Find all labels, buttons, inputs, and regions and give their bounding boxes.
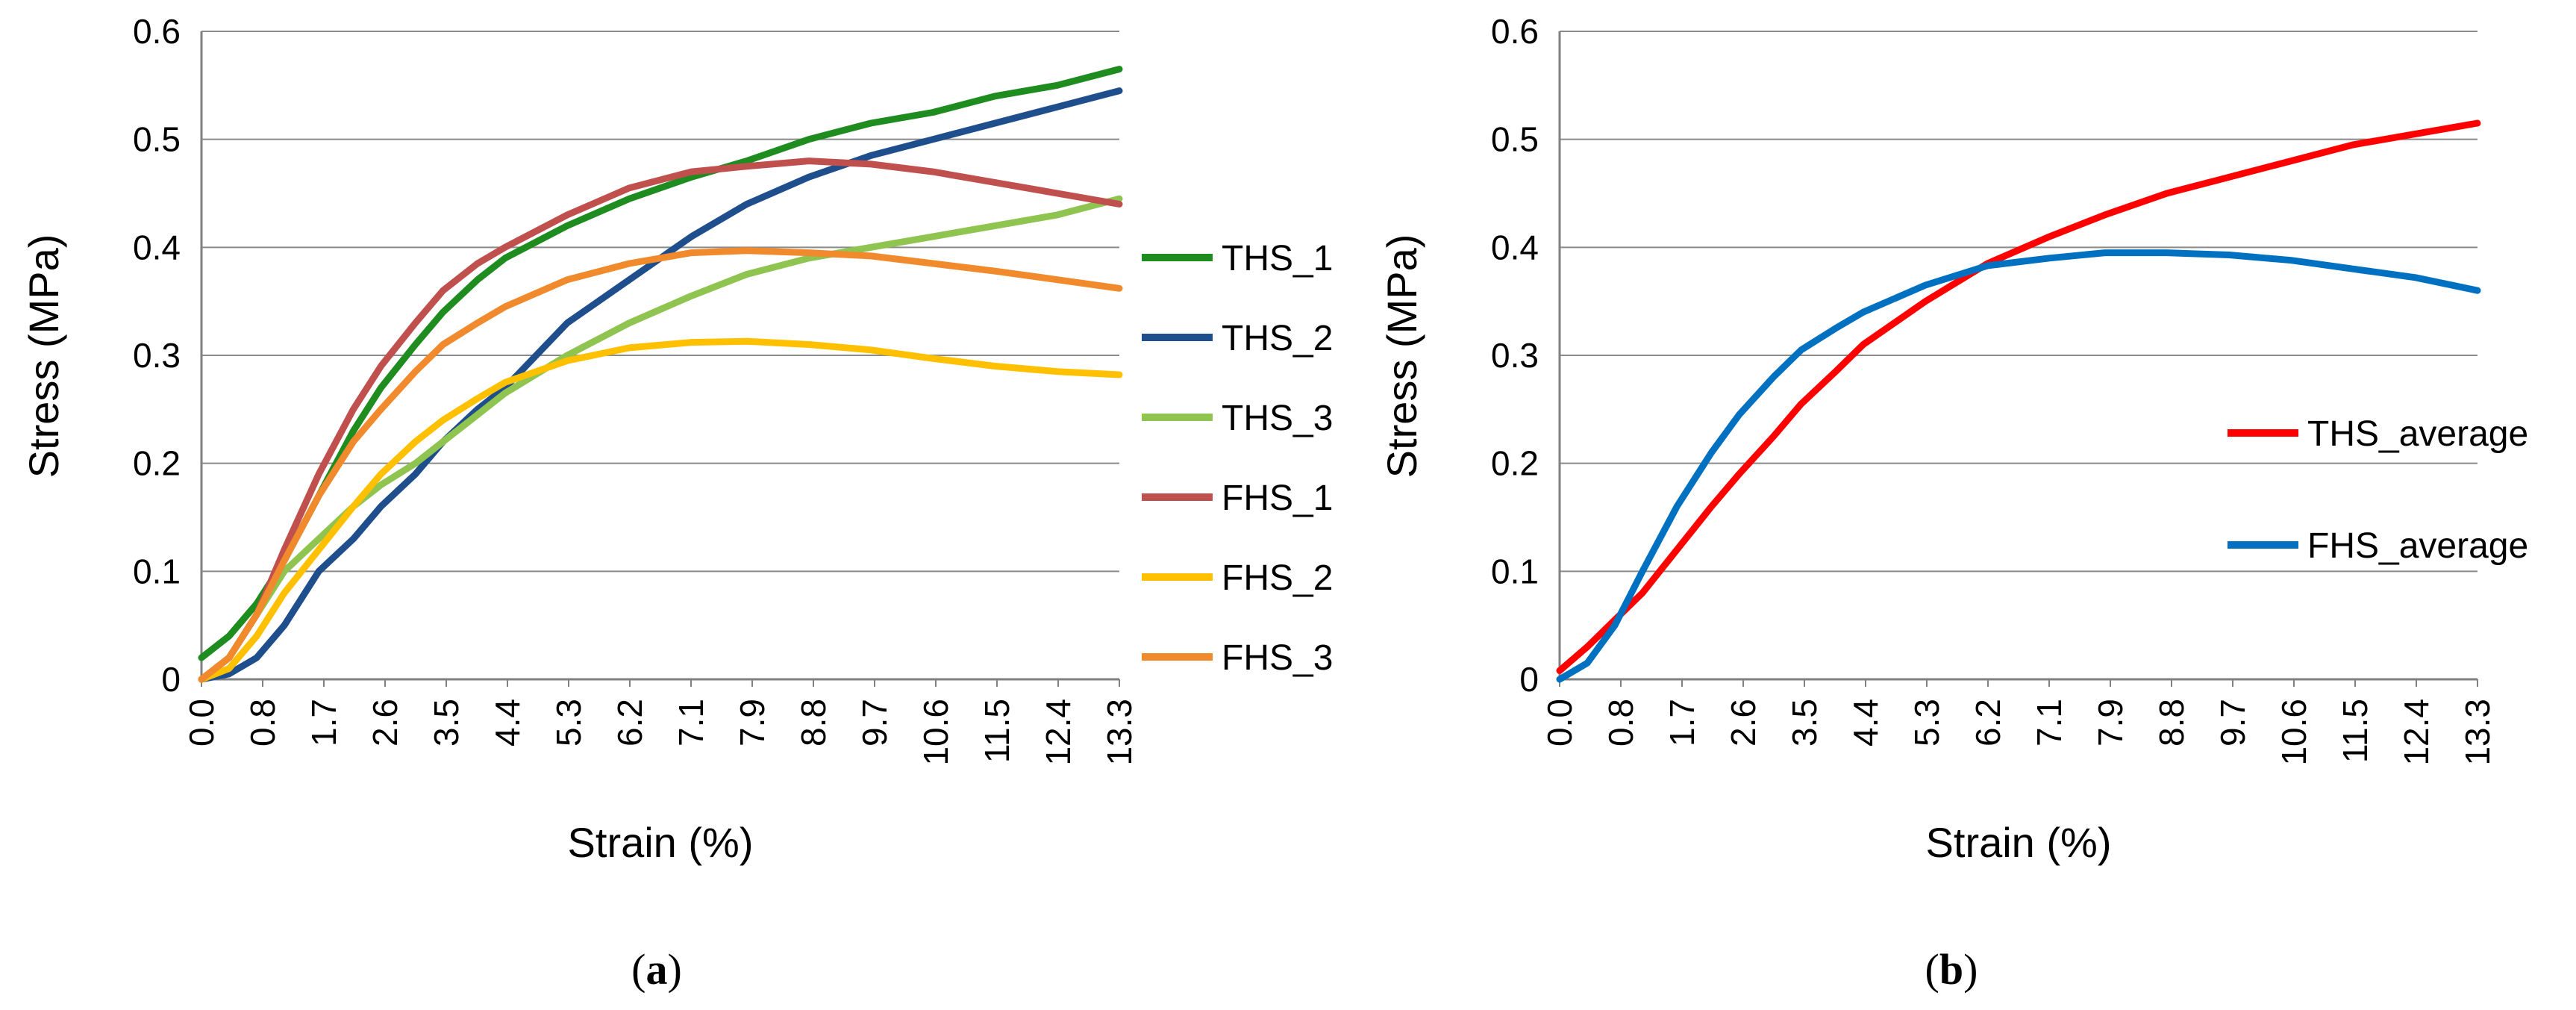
panel-b-x-tick-label: 8.8	[2152, 699, 2191, 746]
panel-b-x-tick-label: 12.4	[2397, 699, 2436, 766]
panel-b-label-letter: b	[1939, 945, 1963, 994]
panel-a-x-tick-label: 0.0	[182, 699, 221, 746]
panel-b-x-tick-label: 2.6	[1724, 699, 1763, 746]
panel-a-label-open: (	[631, 945, 645, 994]
panel-a-series-line-fhs-1	[198, 158, 1123, 683]
panel-a-y-tick-label: 0.6	[133, 12, 181, 51]
panel-b-x-tick-label: 9.7	[2213, 699, 2252, 746]
panel-b-x-tick-label: 10.6	[2275, 699, 2313, 766]
panel-b-x-tick-label: 13.3	[2458, 699, 2497, 766]
panel-b-series	[1556, 119, 2481, 683]
panel-a-series-line-ths-2	[198, 87, 1123, 683]
panel-b-y-tick-label: 0	[1519, 660, 1539, 699]
panel-b-x-tick-label: 5.3	[1907, 699, 1946, 746]
panel-b-x-tick-label: 6.2	[1969, 699, 2007, 746]
panel-b-y-tick-label: 0.6	[1491, 12, 1539, 51]
panel-a-x-ticks: 0.0 0.8 1.7 2.6 3.5 4.4 5.3 6.2 7.1 7.9 8.8 9.7 10.6…	[182, 699, 1139, 766]
panel-b-label-open: (	[1925, 945, 1939, 994]
panel-a-legend: THS_1 THS_2 THS_3 FHS_1 FHS_2 FHS_3	[1142, 239, 1333, 678]
panel-b-x-ticks: 0.0 0.8 1.7 2.6 3.5 4.4 5.3 6.2 7.1 7.9 8.8 9.7 10.6…	[1540, 699, 2497, 766]
panel-a-x-tick-label: 2.6	[366, 699, 404, 746]
panel-a-legend-label: THS_2	[1222, 319, 1333, 358]
panel-b-y-ticks: 0 0.1 0.2 0.3 0.4 0.5 0.6	[1491, 12, 1539, 699]
panel-a-x-tick-label: 12.4	[1039, 699, 1078, 766]
panel-a-legend-label: FHS_2	[1222, 558, 1333, 598]
panel-a-legend-label: THS_3	[1222, 399, 1333, 438]
panel-b-y-tick-label: 0.1	[1491, 552, 1539, 590]
panel-b-label: (b)	[1925, 945, 1978, 994]
panel-b-x-tick-label: 11.5	[2336, 699, 2375, 763]
panel-b-y-tick-label: 0.5	[1491, 120, 1539, 159]
panel-a-x-tick-label: 10.6	[916, 699, 955, 766]
panel-b-x-tick-label: 4.4	[1846, 699, 1885, 746]
panel-b-legend: THS_average FHS_average	[2228, 414, 2528, 566]
panel-a-legend-label: THS_1	[1222, 239, 1333, 278]
panel-a-y-tick-label: 0.5	[133, 120, 181, 159]
panel-b-xlabel: Strain (%)	[1926, 819, 2112, 866]
panel-a-x-tick-label: 0.8	[243, 699, 282, 746]
panel-b-y-tick-label: 0.2	[1491, 444, 1539, 483]
panel-a-x-tick-label: 5.3	[549, 699, 588, 746]
panel-a-y-ticks: 0 0.1 0.2 0.3 0.4 0.5 0.6	[133, 12, 181, 699]
panel-a-series-line-fhs-3	[198, 247, 1123, 683]
panel-a-ylabel: Stress (MPa)	[20, 234, 67, 478]
panel-b-y-tick-label: 0.4	[1491, 228, 1539, 266]
panel-a-series-line-ths-3	[198, 195, 1123, 683]
panel-a-grid	[200, 31, 1120, 687]
chart-panel-a: 0 0.1 0.2 0.3 0.4 0.5 0.6 0.0 0.8 1.7 2.6 3.5 4.4 5.…	[20, 12, 1333, 994]
panel-a-y-tick-label: 0	[161, 660, 181, 699]
panel-a-legend-label: FHS_3	[1222, 638, 1333, 678]
panel-a-x-tick-label: 7.9	[733, 699, 772, 746]
panel-b-series-line-ths-average	[1556, 119, 2481, 674]
panel-a-legend-label: FHS_1	[1222, 478, 1333, 518]
panel-a-x-tick-label: 9.7	[855, 699, 894, 746]
panel-a-xlabel: Strain (%)	[568, 819, 754, 866]
panel-b-y-tick-label: 0.3	[1491, 336, 1539, 375]
panel-b-series-line-fhs-average	[1556, 249, 2481, 683]
panel-a-y-tick-label: 0.4	[133, 228, 181, 266]
panel-b-grid	[1558, 31, 2478, 687]
chart-panel-b: 0 0.1 0.2 0.3 0.4 0.5 0.6 0.0 0.8 1.7 2.6 3.5 4.4 5.…	[1378, 12, 2528, 994]
panel-a-x-tick-label: 7.1	[672, 699, 710, 746]
panel-b-legend-label: FHS_average	[2307, 526, 2528, 566]
panel-a-series-line-fhs-2	[198, 337, 1123, 683]
panel-b-x-tick-label: 3.5	[1785, 699, 1824, 746]
panel-b-legend-label: THS_average	[2307, 414, 2528, 454]
panel-a-x-tick-label: 8.8	[794, 699, 833, 746]
panel-a-x-tick-label: 13.3	[1100, 699, 1139, 766]
panel-b-x-tick-label: 7.1	[2030, 699, 2069, 746]
panel-b-x-tick-label: 7.9	[2091, 699, 2130, 746]
panel-a-x-tick-label: 3.5	[427, 699, 466, 746]
panel-b-x-tick-label: 0.8	[1601, 699, 1640, 746]
panel-a-x-tick-label: 4.4	[488, 699, 527, 746]
panel-b-x-tick-label: 0.0	[1540, 699, 1579, 746]
panel-a-label-letter: a	[646, 945, 668, 994]
panel-a-y-tick-label: 0.3	[133, 336, 181, 375]
panel-a-x-tick-label: 6.2	[610, 699, 649, 746]
panel-a-y-tick-label: 0.2	[133, 444, 181, 483]
panel-a-label: (a)	[631, 945, 682, 994]
panel-a-label-close: )	[668, 945, 682, 994]
panel-b-label-close: )	[1963, 945, 1978, 994]
panel-b-x-tick-label: 1.7	[1663, 699, 1701, 746]
panel-a-series	[198, 66, 1123, 683]
panel-a-x-tick-label: 1.7	[304, 699, 343, 746]
panel-a-y-tick-label: 0.1	[133, 552, 181, 590]
panel-b-ylabel: Stress (MPa)	[1378, 234, 1425, 478]
panel-a-x-tick-label: 11.5	[978, 699, 1016, 763]
